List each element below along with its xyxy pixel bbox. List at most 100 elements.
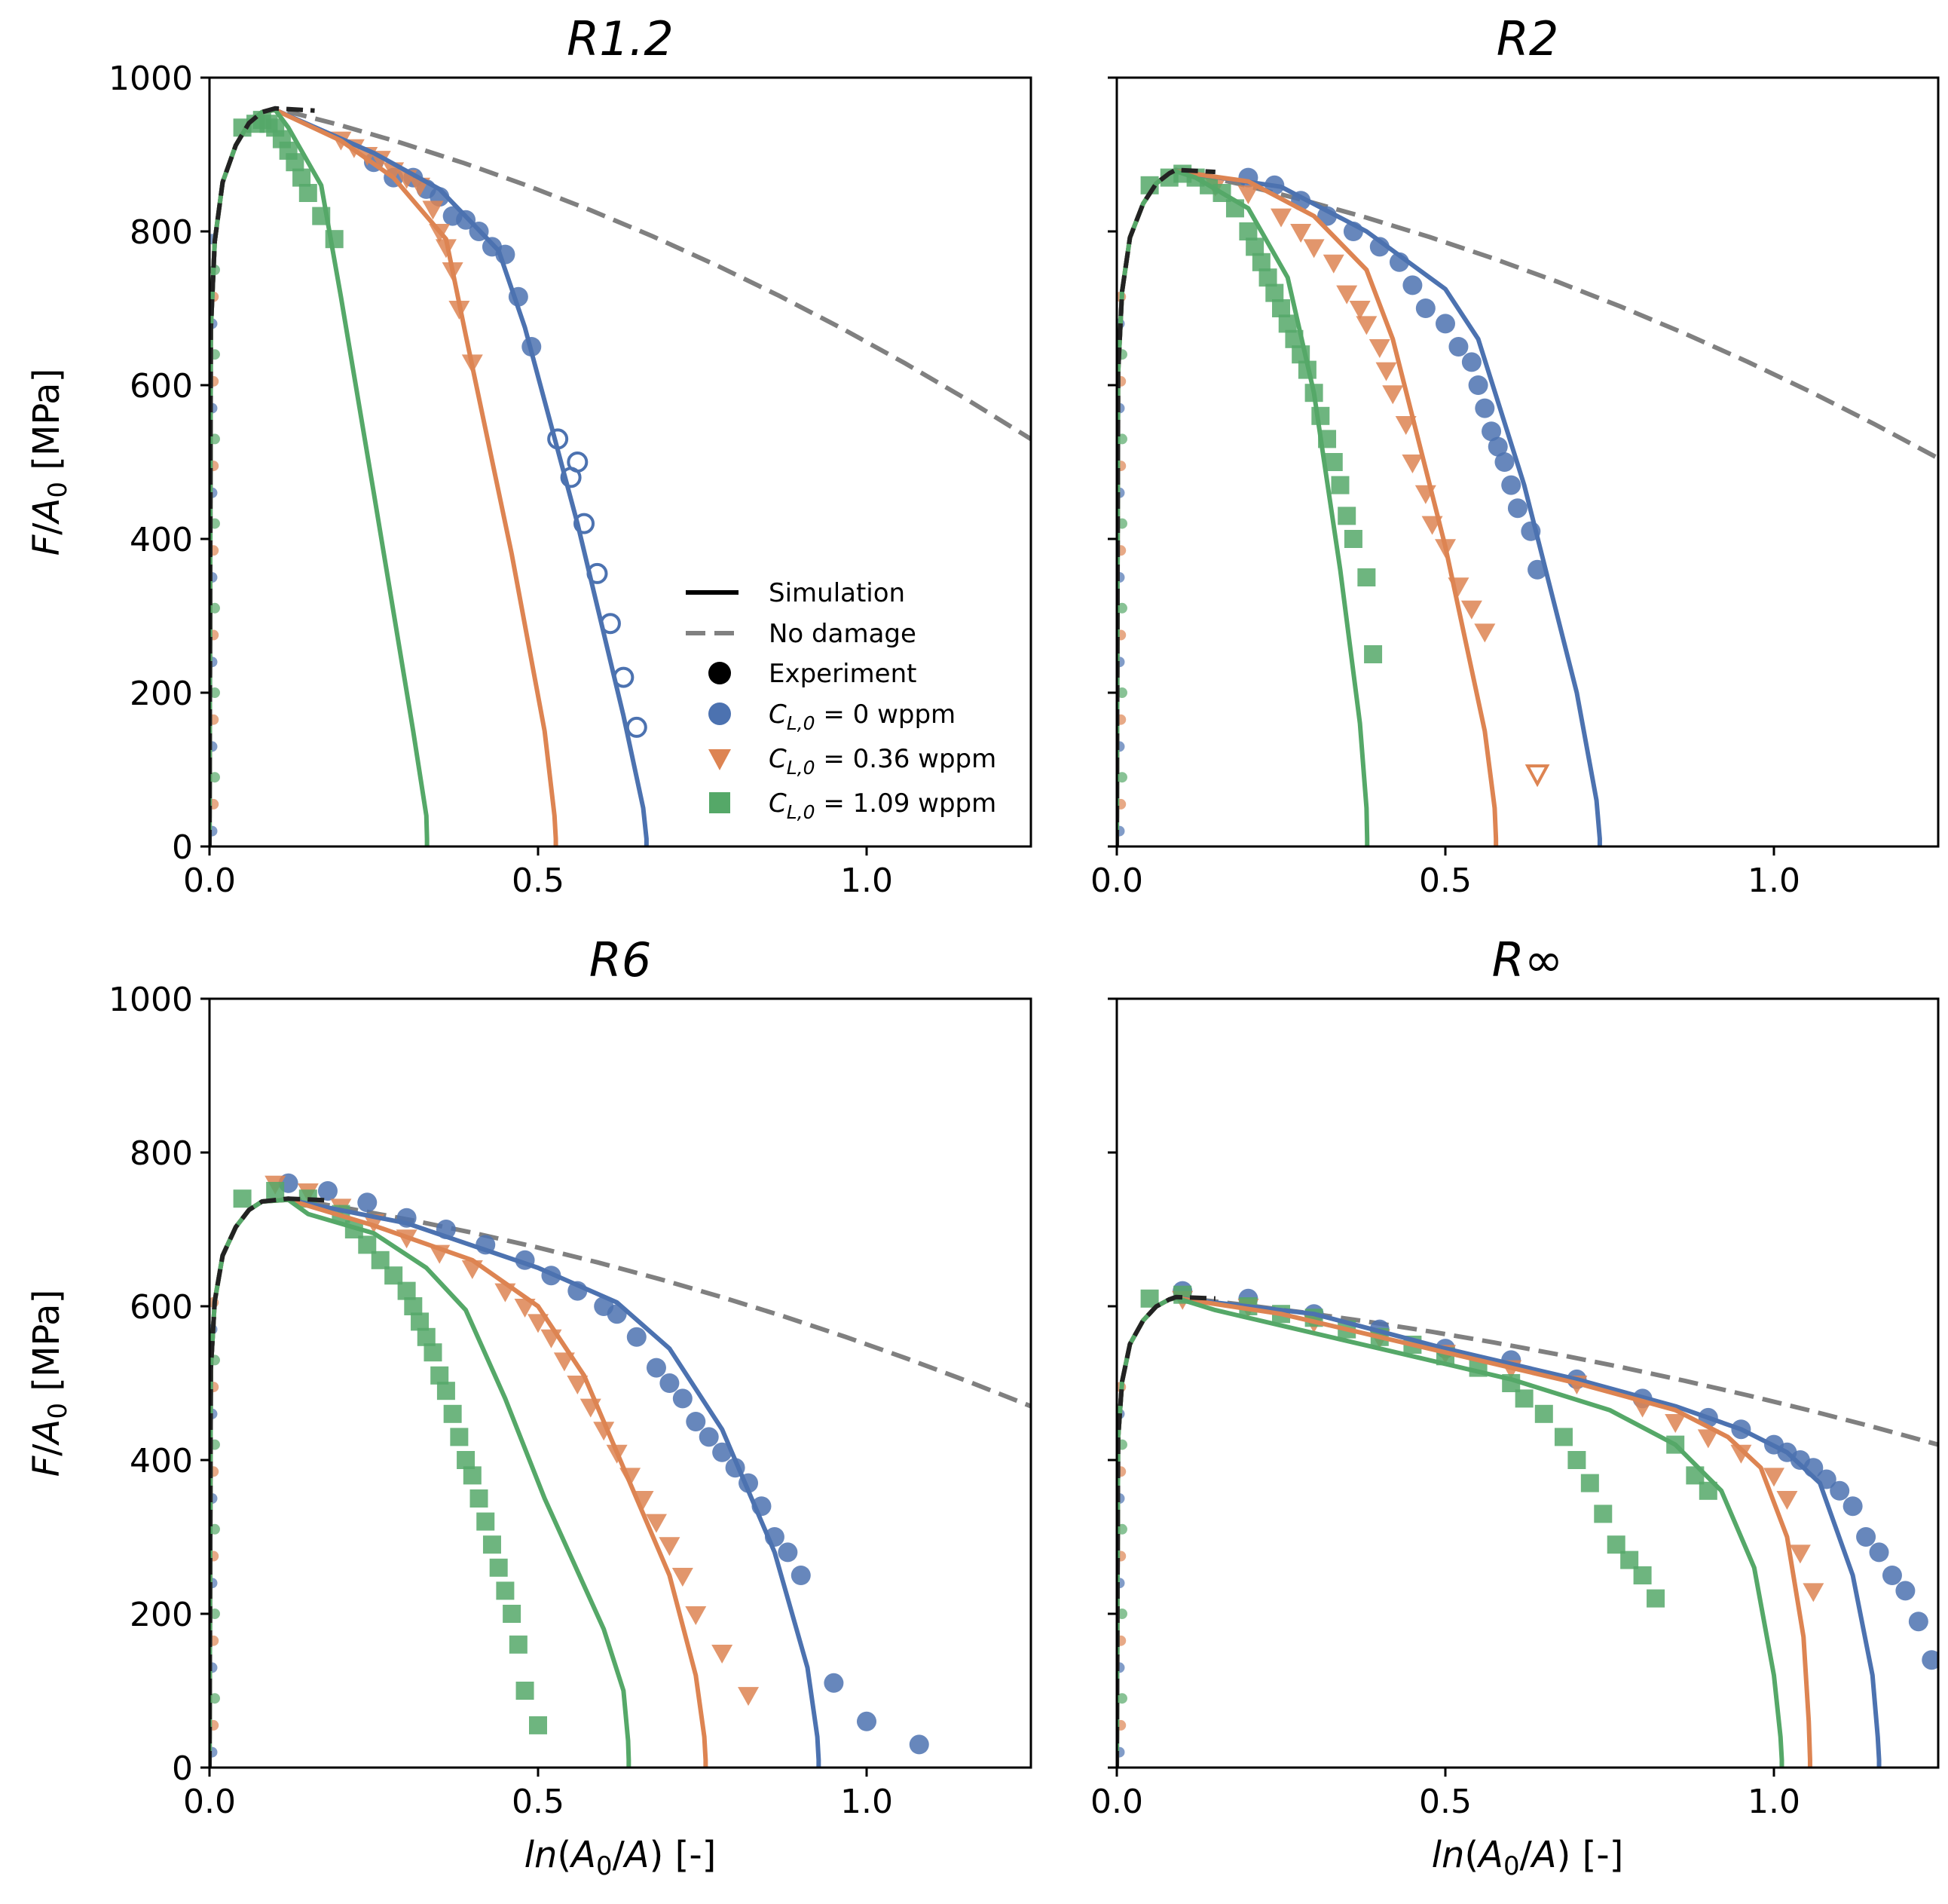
experiment-point	[1461, 352, 1482, 372]
experiment-point	[626, 1327, 647, 1347]
experiment-point	[1324, 453, 1343, 471]
experiment-point	[209, 1693, 220, 1704]
experiment-point	[397, 1281, 416, 1300]
experiment-point	[1554, 1428, 1573, 1446]
experiment-point	[593, 1422, 615, 1441]
plot-frame	[208, 997, 1032, 1769]
legend-label-c109: CL,0 = 1.09 wppm	[769, 788, 996, 823]
experiment-point	[1357, 568, 1376, 586]
experiment-point	[1507, 498, 1528, 519]
experiment-point	[417, 1327, 436, 1346]
experiment-point	[1524, 764, 1550, 788]
y-tick-label: 400	[130, 521, 193, 559]
experiment-point	[1482, 421, 1502, 442]
experiment-point	[573, 513, 595, 534]
experiment-point	[422, 201, 444, 220]
experiment-point	[404, 1297, 423, 1315]
experiment-point	[1515, 1389, 1534, 1408]
experiment-point	[509, 1635, 528, 1654]
x-tick-label: 0.0	[183, 1783, 236, 1821]
x-tick-label: 0.0	[1090, 1783, 1143, 1821]
experiment-point	[1475, 398, 1495, 418]
y-axis-label: F/A0 [MPa]	[26, 1290, 73, 1477]
experiment-point	[1922, 1650, 1938, 1670]
experiment-point	[1402, 275, 1423, 295]
experiment-point	[685, 1606, 707, 1625]
legend-marker	[708, 749, 731, 770]
experiment-point	[567, 1376, 589, 1394]
experiment-point	[1265, 283, 1284, 302]
experiment-point	[1594, 1505, 1613, 1523]
panel-title: R6	[589, 932, 652, 987]
experiment-point	[233, 1189, 252, 1208]
panel-4: R∞ 0.0 0.5 1.0 ln(A0/A) [-]	[1090, 932, 1940, 1881]
y-tick-label: 800	[130, 213, 193, 252]
experiment-point	[1620, 1550, 1639, 1569]
shared-rise-curve	[1117, 1294, 1216, 1768]
experiment-point	[436, 1382, 455, 1400]
experiment-point	[1534, 1404, 1553, 1423]
experiment-point	[457, 1451, 476, 1469]
experiment-point	[357, 1192, 378, 1213]
simulation-curve-green	[1117, 169, 1370, 846]
x-tick-label: 1.0	[840, 862, 893, 900]
panel-3: R6 0.0 0.5 1.0 0 200 400 600 800 1000 F/A0 [MPa] ln…	[26, 932, 1032, 1881]
experiment-point	[567, 452, 589, 473]
no-damage-curve	[1117, 167, 1938, 846]
no-damage-curve	[209, 106, 1031, 846]
experiment-point	[1272, 299, 1290, 317]
experiment-point	[1290, 224, 1312, 243]
experiment-point	[738, 1687, 760, 1707]
experiment-point	[1763, 1468, 1784, 1487]
experiment-point	[1402, 455, 1424, 473]
experiment-point	[209, 772, 220, 783]
experiment-point	[411, 1312, 430, 1331]
experiment-point	[645, 1514, 667, 1533]
experiment-point	[1501, 475, 1521, 495]
simulation-curve-blue	[1117, 1296, 1882, 1768]
experiment-point	[791, 1566, 811, 1585]
experiment-point	[1237, 185, 1259, 204]
experiment-point	[711, 1645, 733, 1664]
plot-area	[1117, 164, 1938, 846]
experiment-point	[317, 1181, 338, 1201]
experiment-point	[1364, 645, 1383, 663]
experiment-point	[1323, 254, 1344, 274]
y-tick-label: 200	[130, 1596, 193, 1634]
experiment-point	[1895, 1581, 1916, 1601]
experiment-point	[857, 1711, 876, 1731]
legend: Simulation No damage Experiment CL,0 = 0 wp…	[686, 578, 996, 823]
x-tick-label: 0.0	[183, 862, 236, 900]
experiment-point	[298, 184, 317, 202]
simulation-curve-orange	[209, 107, 558, 846]
experiment-point	[266, 1182, 285, 1200]
experiment-point	[1338, 507, 1356, 525]
experiment-point	[503, 1605, 521, 1623]
experiment-point	[1246, 237, 1265, 256]
y-tick-label: 0	[172, 1749, 193, 1788]
x-tick-label: 0.5	[512, 1783, 564, 1821]
experiment-point	[1278, 314, 1297, 333]
plot-area	[209, 106, 1031, 846]
y-tick-label: 400	[130, 1442, 193, 1480]
plot-area	[1117, 1281, 1938, 1768]
experiment-point	[909, 1734, 929, 1755]
y-tick-label: 0	[172, 828, 193, 867]
legend-label-no_damage: No damage	[769, 619, 916, 649]
simulation-curve-green	[1117, 1296, 1784, 1768]
panel-title: R∞	[1492, 932, 1564, 987]
experiment-point	[371, 1250, 390, 1269]
plot-area	[209, 1173, 1031, 1768]
experiment-point	[659, 1373, 680, 1393]
experiment-point	[482, 1535, 501, 1554]
experiment-point	[671, 1568, 693, 1587]
experiment-point	[1368, 339, 1390, 358]
panel-2: R2 0.0 0.5 1.0	[1090, 11, 1940, 900]
shared-rise-curve	[1117, 167, 1216, 846]
experiment-point	[529, 1716, 547, 1734]
experiment-point	[1803, 1583, 1824, 1602]
experiment-point	[1882, 1566, 1902, 1585]
experiment-point	[1789, 1544, 1811, 1564]
experiment-point	[292, 168, 311, 187]
